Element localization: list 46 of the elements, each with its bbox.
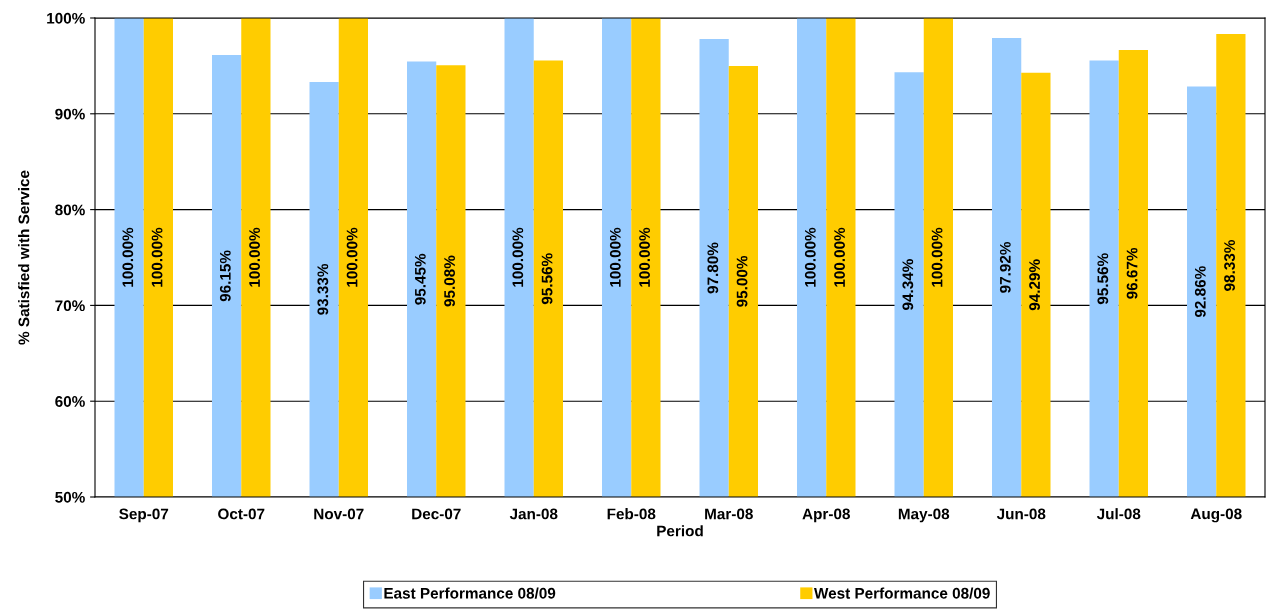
data-label: 94.34% <box>902 259 914 310</box>
x-tick-label: Apr-08 <box>802 508 850 523</box>
y-tick-label: 50% <box>55 491 85 503</box>
x-tick-label: Sep-07 <box>119 508 169 523</box>
data-label: 94.29% <box>1029 259 1040 311</box>
x-tick-label: Nov-07 <box>314 508 364 520</box>
y-tick-label: 90% <box>55 108 85 120</box>
data-label: 95.08% <box>444 255 455 307</box>
data-label: 96.15% <box>219 250 231 302</box>
x-tick-label: Aug-08 <box>1190 508 1242 523</box>
data-label: 95.56% <box>541 253 553 305</box>
y-tick-label: 70% <box>55 300 85 312</box>
data-label: 97.80% <box>707 242 719 294</box>
data-label: 100.00% <box>122 227 134 287</box>
x-tick-label: Mar-08 <box>705 508 753 520</box>
data-label: 100.00% <box>346 227 358 287</box>
x-axis-title: Period <box>657 525 703 537</box>
data-label: 100.00% <box>609 227 621 287</box>
data-label: 95.45% <box>414 253 426 305</box>
y-tick-label: 80% <box>55 204 85 216</box>
x-tick-label: Dec-07 <box>412 508 461 520</box>
data-label: 95.56% <box>1097 253 1109 305</box>
x-tick-label: Jan-08 <box>509 508 558 520</box>
data-label: 92.86% <box>1194 266 1206 318</box>
data-label: 100.00% <box>931 227 943 287</box>
data-label: 93.33% <box>317 263 329 315</box>
x-tick-label: Feb-08 <box>607 508 656 520</box>
data-label: 98.33% <box>1224 239 1235 291</box>
x-tick-label: Jul-08 <box>1096 508 1141 520</box>
data-label: 95.00% <box>736 255 748 307</box>
legend-label: East Performance 08/09 <box>384 587 556 599</box>
x-tick-label: Oct-07 <box>218 508 265 520</box>
data-label: 100.00% <box>639 227 650 287</box>
data-label: 96.67% <box>1126 247 1138 299</box>
data-label: 100.00% <box>834 227 845 287</box>
data-label: 100.00% <box>512 227 524 287</box>
data-label: 97.92% <box>999 241 1011 293</box>
x-tick-label: May-08 <box>898 508 950 523</box>
y-tick-label: 100% <box>47 12 85 24</box>
data-label: 100.00% <box>249 227 260 287</box>
data-label: 100.00% <box>151 227 163 287</box>
y-tick-label: 60% <box>55 396 85 407</box>
x-tick-label: Jun-08 <box>996 508 1046 520</box>
data-label: 100.00% <box>804 227 816 287</box>
legend-label: West Performance 08/09 <box>814 587 990 599</box>
y-axis-title: % Satisfied with Service <box>18 170 30 345</box>
